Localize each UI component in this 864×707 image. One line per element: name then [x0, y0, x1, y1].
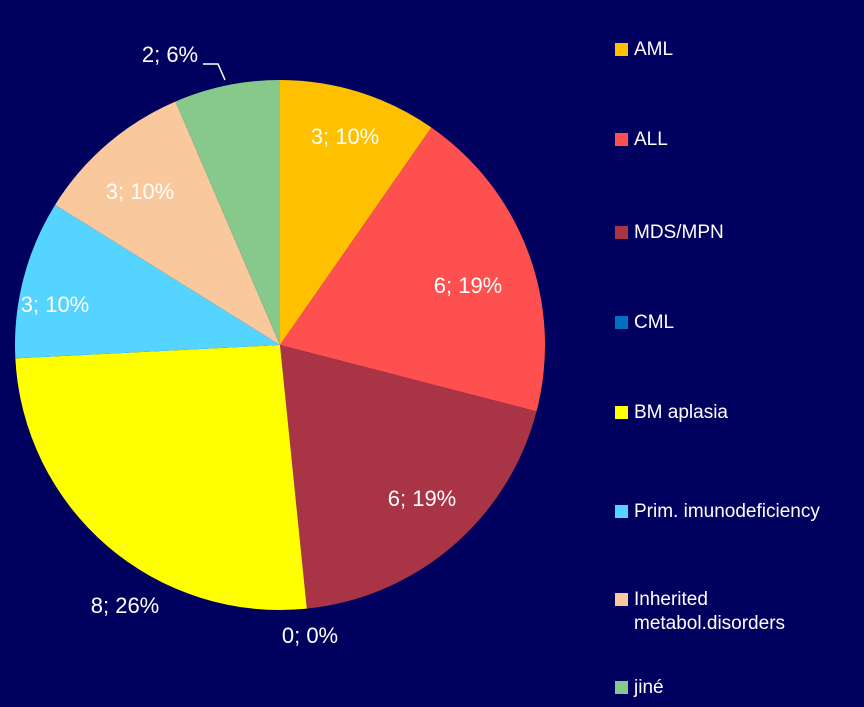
legend-swatch: [615, 133, 628, 146]
legend-label: AML: [634, 39, 674, 60]
legend-swatch: [615, 316, 628, 329]
legend-swatch: [615, 505, 628, 518]
pie-slice: [15, 345, 307, 610]
pie-slice: [55, 101, 281, 345]
data-label: 6; 19%: [434, 273, 503, 298]
pie-slice: [280, 80, 432, 345]
legend-entry: CML: [615, 311, 839, 335]
legend-label: Prim. imunodeficiency: [634, 501, 820, 522]
data-label: 6; 19%: [388, 486, 457, 511]
data-label: 3; 10%: [311, 124, 380, 149]
data-label: 2; 6%: [142, 42, 198, 67]
legend-label: Inherited metabol.disorders: [634, 589, 786, 634]
legend-entry: ALL: [615, 128, 839, 152]
data-label: 3; 10%: [106, 179, 175, 204]
pie-slice: [175, 80, 280, 345]
data-label: 0; 0%: [282, 623, 338, 648]
pie-slice: [15, 204, 281, 359]
legend-label: jiné: [634, 677, 664, 698]
legend-swatch: [615, 681, 628, 694]
legend-entry: jiné: [615, 676, 839, 700]
legend-entry: Prim. imunodeficiency: [615, 500, 839, 524]
pie-slice: [280, 127, 546, 412]
legend-label: CML: [634, 312, 675, 333]
pie-slice: [280, 345, 537, 609]
legend-label: ALL: [634, 129, 668, 150]
legend-entry: Inherited metabol.disorders: [615, 588, 839, 636]
legend-label: BM aplasia: [634, 402, 728, 423]
legend-swatch: [615, 593, 628, 606]
legend-entry: BM aplasia: [615, 401, 839, 425]
legend-entry: MDS/MPN: [615, 221, 839, 245]
legend-entry: AML: [615, 38, 839, 62]
legend-swatch: [615, 43, 628, 56]
legend-swatch: [615, 406, 628, 419]
legend-swatch: [615, 226, 628, 239]
data-label: 3; 10%: [21, 292, 90, 317]
data-label: 8; 26%: [91, 593, 160, 618]
leader-line: [203, 63, 226, 81]
legend-label: MDS/MPN: [634, 222, 724, 243]
